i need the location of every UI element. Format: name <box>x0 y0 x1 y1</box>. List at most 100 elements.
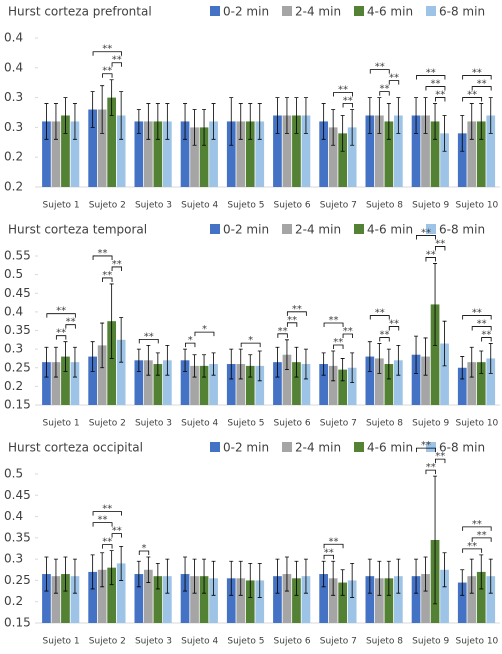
error-bar <box>340 358 345 382</box>
bar <box>144 569 153 623</box>
significance-bracket <box>286 322 298 327</box>
legend-label: 6-8 min <box>439 441 485 455</box>
significance-bracket <box>471 326 492 331</box>
significance-bracket <box>481 337 492 342</box>
significance-bracket <box>111 62 122 67</box>
error-bar <box>414 558 419 594</box>
y-tick-label: 0.15 <box>4 398 31 412</box>
significance-label: ** <box>389 73 399 84</box>
error-bar <box>479 350 484 374</box>
significance-label: ** <box>467 541 477 552</box>
y-tick-label: 0.4 <box>4 304 23 318</box>
significance-bracket <box>286 311 307 316</box>
error-bar <box>257 563 262 598</box>
error-bar <box>396 558 401 594</box>
significance-bracket <box>425 469 436 475</box>
bar <box>88 109 97 187</box>
significance-bracket <box>138 339 159 344</box>
error-bar <box>377 343 382 374</box>
error-bar <box>119 317 124 363</box>
bar <box>107 97 116 187</box>
significance-bracket <box>102 277 113 282</box>
bar <box>301 364 311 405</box>
bar <box>190 576 199 623</box>
error-bar <box>442 115 447 152</box>
x-tick-label: Sujeto 2 <box>89 201 126 211</box>
bar <box>421 574 430 623</box>
error-bar <box>72 103 77 140</box>
bar <box>338 133 347 187</box>
bar <box>347 580 357 623</box>
significance-bracket <box>102 73 113 78</box>
x-tick-label: Sujeto 7 <box>320 201 357 211</box>
significance-label: ** <box>435 90 445 101</box>
bar <box>338 582 347 623</box>
bar <box>486 576 496 623</box>
error-bar <box>248 563 253 598</box>
bar <box>421 356 430 405</box>
error-bar <box>211 352 216 376</box>
legend-swatch <box>282 224 292 234</box>
bar <box>245 580 255 623</box>
bar <box>97 345 107 405</box>
bar <box>226 121 236 187</box>
significance-label: ** <box>375 308 385 319</box>
bar <box>61 574 70 623</box>
bar <box>328 578 338 623</box>
legend-swatch <box>354 224 364 234</box>
bar <box>384 121 394 187</box>
significance-label: ** <box>375 62 385 73</box>
legend-label: 4-6 min <box>367 5 413 19</box>
bar <box>180 121 190 187</box>
significance-label: ** <box>389 319 399 330</box>
x-tick-label: Sujeto 4 <box>181 419 218 429</box>
error-bar <box>321 560 326 588</box>
bar <box>328 365 338 405</box>
bar <box>245 365 255 405</box>
significance-label: ** <box>467 90 477 101</box>
y-tick-label: 0.3 <box>4 90 23 104</box>
bar <box>384 578 394 623</box>
error-bar <box>423 97 428 134</box>
bar <box>134 360 144 405</box>
bar <box>467 362 477 405</box>
error-bar <box>442 320 447 367</box>
legend-label: 0-2 min <box>223 441 269 455</box>
y-tick-label: 0.35 <box>4 530 31 544</box>
significance-bracket <box>471 537 492 542</box>
error-bar <box>238 560 243 596</box>
significance-bracket <box>333 344 344 349</box>
error-bar <box>109 283 114 359</box>
bar <box>144 121 153 187</box>
x-tick-label: Sujeto 1 <box>43 201 80 211</box>
x-tick-label: Sujeto 6 <box>274 201 311 211</box>
significance-label: ** <box>343 326 353 337</box>
error-bar <box>350 352 355 384</box>
error-bar <box>479 103 484 140</box>
significance-bracket <box>462 526 492 531</box>
error-bar <box>460 115 465 152</box>
bar <box>411 115 421 187</box>
error-bar <box>53 346 58 378</box>
error-bar <box>321 352 326 376</box>
bar <box>153 364 163 405</box>
significance-label: ** <box>102 44 112 55</box>
significance-bracket <box>416 75 446 80</box>
error-bar <box>340 115 345 152</box>
significance-label: ** <box>324 547 334 558</box>
error-bar <box>275 346 280 378</box>
error-bar <box>248 103 253 140</box>
significance-bracket <box>111 533 122 538</box>
bar <box>430 304 440 405</box>
significance-label: ** <box>144 331 154 342</box>
bar <box>236 364 246 405</box>
legend-swatch <box>282 442 292 452</box>
error-bar <box>331 350 336 382</box>
bar <box>190 365 199 405</box>
error-bar <box>44 556 49 592</box>
x-tick-label: Sujeto 1 <box>43 419 80 429</box>
significance-label: ** <box>98 515 108 526</box>
error-bar <box>146 345 151 376</box>
y-tick-label: 0.55 <box>4 249 31 263</box>
bar <box>375 578 384 623</box>
